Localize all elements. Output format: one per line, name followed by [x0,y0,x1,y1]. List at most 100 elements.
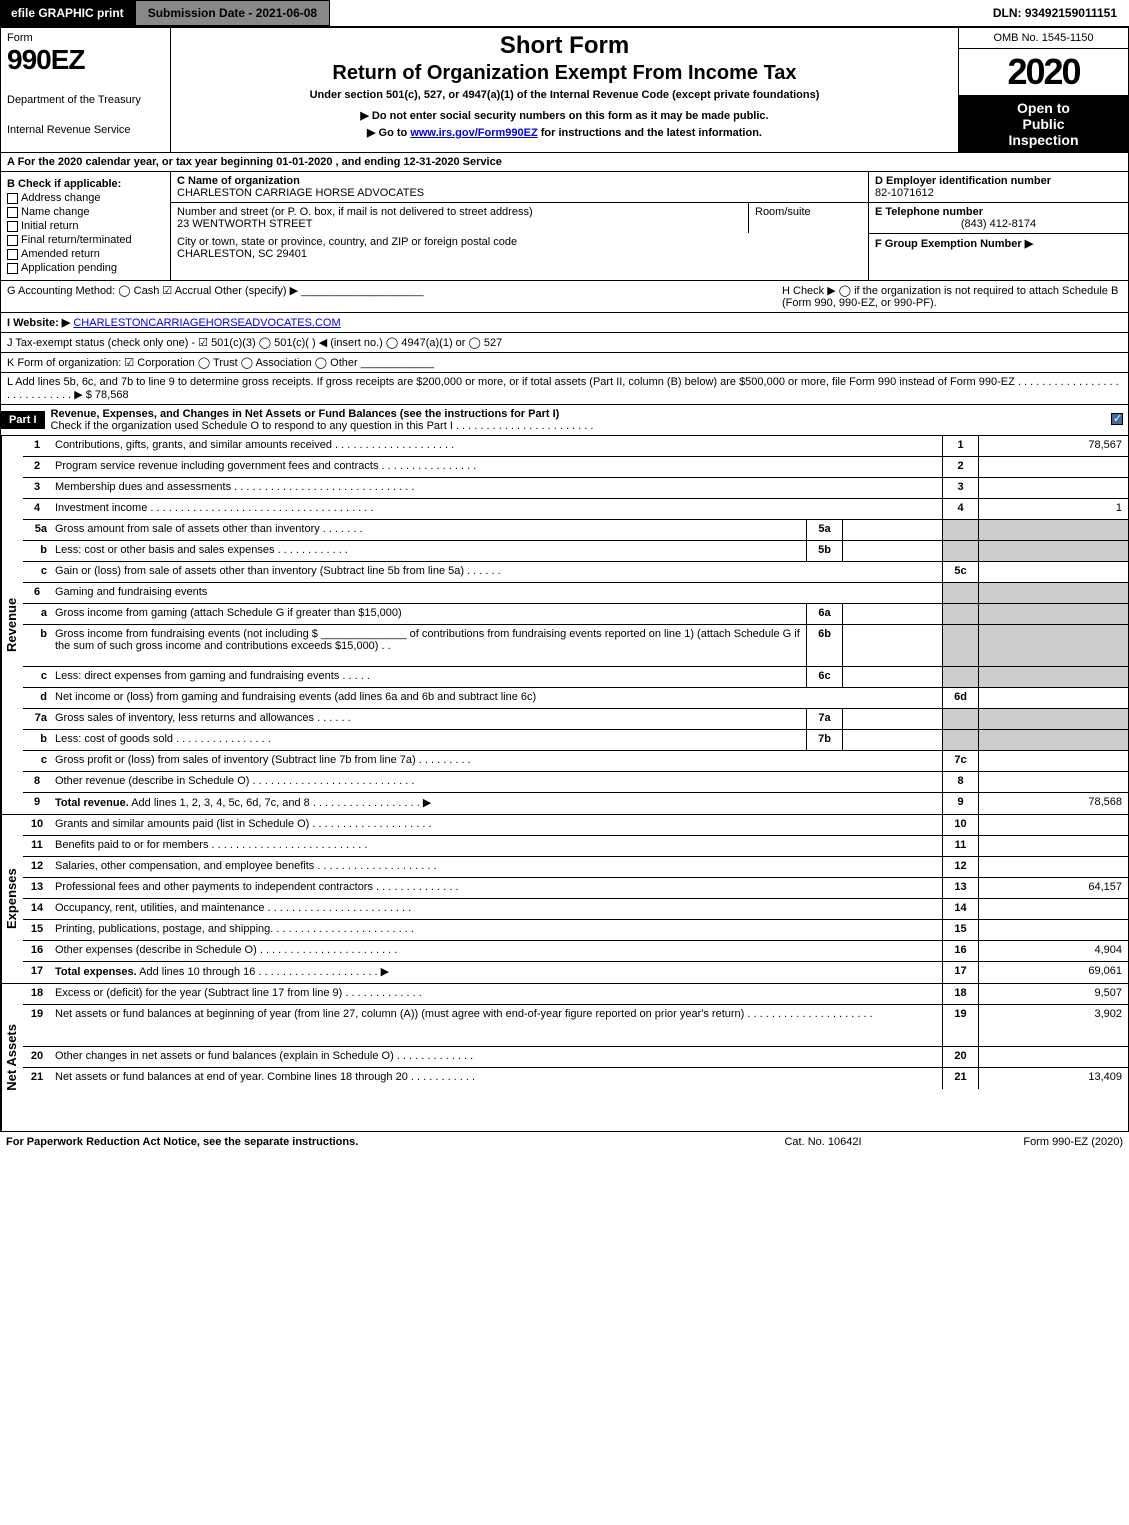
line-row: 17Total expenses. Add lines 10 through 1… [23,962,1128,983]
goto-line: ▶ Go to www.irs.gov/Form990EZ for instru… [177,126,952,139]
b-item-final[interactable]: Final return/terminated [7,234,164,246]
line-number: 19 [23,1005,51,1046]
b-item-initial[interactable]: Initial return [7,220,164,232]
line-number: 6 [23,583,51,603]
line-row: 13Professional fees and other payments t… [23,878,1128,899]
d-label: D Employer identification number [875,175,1122,187]
line-row: 14Occupancy, rent, utilities, and mainte… [23,899,1128,920]
room-cell: Room/suite [748,203,868,233]
line-number: 8 [23,772,51,792]
line-row: 16Other expenses (describe in Schedule O… [23,941,1128,962]
under-section: Under section 501(c), 527, or 4947(a)(1)… [177,89,952,101]
line-row: 21Net assets or fund balances at end of … [23,1068,1128,1089]
line-row: 19Net assets or fund balances at beginni… [23,1005,1128,1047]
line-row: 20Other changes in net assets or fund ba… [23,1047,1128,1068]
line-row: aGross income from gaming (attach Schedu… [23,604,1128,625]
part-i-checkbox[interactable] [1106,410,1128,431]
result-line-number: 13 [942,878,978,898]
result-value [978,562,1128,582]
line-description: Net assets or fund balances at end of ye… [51,1068,942,1089]
org-name: CHARLESTON CARRIAGE HORSE ADVOCATES [177,187,862,199]
line-number: 9 [23,793,51,814]
result-value [978,709,1128,729]
dln-label: DLN: 93492159011151 [981,0,1129,26]
form-header: Form 990EZ Department of the Treasury In… [0,26,1129,153]
line-number: 7a [23,709,51,729]
result-value: 3,902 [978,1005,1128,1046]
revenue-grid: Revenue 1Contributions, gifts, grants, a… [0,436,1129,815]
line-description: Gross amount from sale of assets other t… [51,520,806,540]
line-number: 13 [23,878,51,898]
line-description: Gross income from fundraising events (no… [51,625,806,666]
line-number: 17 [23,962,51,983]
b-item-amended[interactable]: Amended return [7,248,164,260]
org-info-grid: B Check if applicable: Address change Na… [0,172,1129,281]
result-value [978,1047,1128,1067]
result-line-number: 3 [942,478,978,498]
phone-value: (843) 412-8174 [875,218,1122,230]
line-row: 9Total revenue. Add lines 1, 2, 3, 4, 5c… [23,793,1128,814]
result-line-number: 19 [942,1005,978,1046]
line-description: Excess or (deficit) for the year (Subtra… [51,984,942,1004]
result-line-number [942,604,978,624]
expenses-side-label: Expenses [1,815,23,983]
efile-print-button[interactable]: efile GRAPHIC print [0,0,135,26]
result-line-number: 2 [942,457,978,477]
result-value [978,751,1128,771]
result-line-number: 14 [942,899,978,919]
line-row: dNet income or (loss) from gaming and fu… [23,688,1128,709]
line-row: 6Gaming and fundraising events [23,583,1128,604]
result-value [978,772,1128,792]
open-to: Open to [963,100,1124,116]
result-line-number: 10 [942,815,978,835]
line-description: Less: cost of goods sold . . . . . . . .… [51,730,806,750]
dept-treasury: Department of the Treasury [7,94,164,106]
line-number: 11 [23,836,51,856]
result-value [978,899,1128,919]
line-number: 10 [23,815,51,835]
b-item-address[interactable]: Address change [7,192,164,204]
tax-year: 2020 [959,49,1128,96]
omb-number: OMB No. 1545-1150 [959,28,1128,49]
mini-line-number: 7b [806,730,842,750]
netassets-grid: Net Assets 18Excess or (deficit) for the… [0,984,1129,1132]
result-line-number: 11 [942,836,978,856]
line-number: b [23,541,51,561]
line-number: 5a [23,520,51,540]
line-description: Salaries, other compensation, and employ… [51,857,942,877]
mini-line-value [842,604,942,624]
b-item-pending[interactable]: Application pending [7,262,164,274]
result-line-number: 6d [942,688,978,708]
mini-line-number: 5b [806,541,842,561]
top-bar: efile GRAPHIC print Submission Date - 20… [0,0,1129,26]
irs-link[interactable]: www.irs.gov/Form990EZ [410,127,537,139]
result-line-number [942,730,978,750]
line-description: Other revenue (describe in Schedule O) .… [51,772,942,792]
city-label: City or town, state or province, country… [177,236,862,248]
line-k-org-form: K Form of organization: ☑ Corporation ◯ … [0,353,1129,373]
c-label: C Name of organization [177,175,862,187]
result-value: 13,409 [978,1068,1128,1089]
line-row: 15Printing, publications, postage, and s… [23,920,1128,941]
addr-label: Number and street (or P. O. box, if mail… [177,206,742,218]
addr-cell: Number and street (or P. O. box, if mail… [171,203,748,233]
line-description: Program service revenue including govern… [51,457,942,477]
short-form-title: Short Form [177,32,952,60]
mini-line-number: 5a [806,520,842,540]
line-number: 2 [23,457,51,477]
result-value [978,857,1128,877]
line-description: Gross profit or (loss) from sales of inv… [51,751,942,771]
mini-line-number: 6c [806,667,842,687]
mini-line-value [842,520,942,540]
result-value [978,541,1128,561]
line-row: 12Salaries, other compensation, and empl… [23,857,1128,878]
line-description: Other expenses (describe in Schedule O) … [51,941,942,961]
website-link[interactable]: CHARLESTONCARRIAGEHORSEADVOCATES.COM [73,317,340,329]
result-value: 69,061 [978,962,1128,983]
result-line-number: 4 [942,499,978,519]
b-item-name[interactable]: Name change [7,206,164,218]
line-row: bLess: cost or other basis and sales exp… [23,541,1128,562]
form-footer-id: Form 990-EZ (2020) [923,1136,1123,1148]
line-description: Printing, publications, postage, and shi… [51,920,942,940]
goto-post: for instructions and the latest informat… [541,127,762,139]
